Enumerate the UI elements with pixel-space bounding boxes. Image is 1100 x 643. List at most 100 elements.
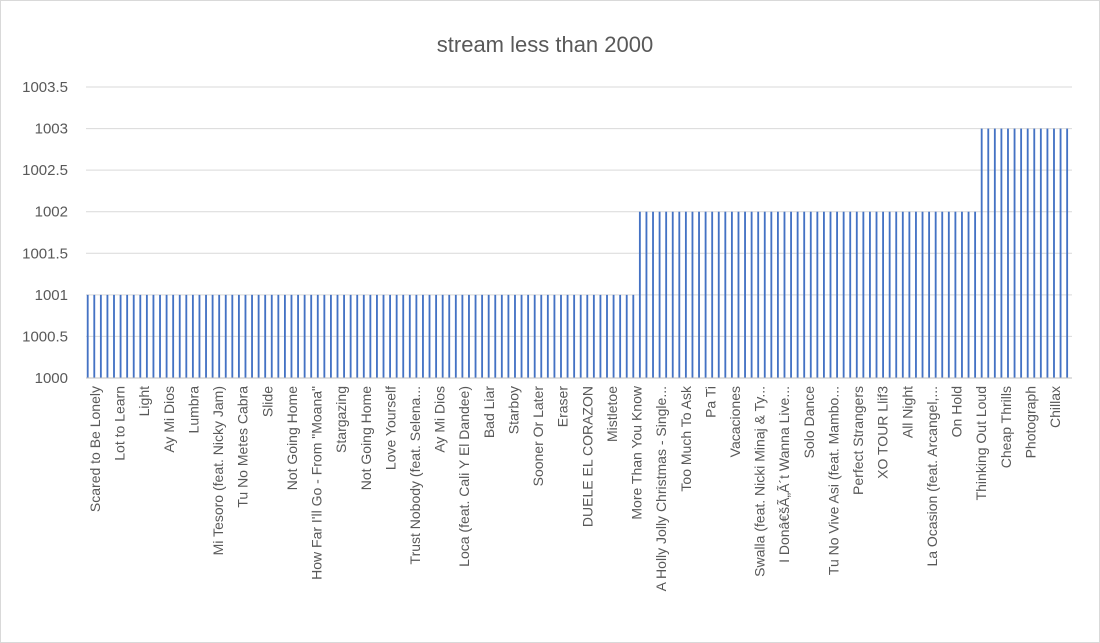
bar [974, 211, 977, 378]
y-tick-label: 1003.5 [22, 79, 68, 96]
bar [776, 211, 779, 378]
bar [599, 294, 602, 378]
x-tick-label: DUELE EL CORAZON [579, 386, 595, 527]
bar [579, 294, 582, 378]
bar [665, 211, 668, 378]
x-tick-label: Trust Nobody (feat. Selena... [407, 386, 423, 564]
x-tick-label: All Night [899, 386, 915, 438]
bar [829, 211, 832, 378]
bar [671, 211, 674, 378]
bar [1026, 128, 1029, 378]
bar [612, 294, 615, 378]
gridlines [86, 86, 1072, 379]
x-tick-label: Starboy [506, 386, 522, 434]
bar [474, 294, 477, 378]
bar [152, 294, 155, 378]
bar [277, 294, 280, 378]
y-tick-label: 1000.5 [22, 328, 68, 345]
bar [652, 211, 654, 378]
bar [454, 294, 457, 378]
bar [533, 294, 536, 378]
bar [855, 211, 858, 378]
bar [224, 294, 227, 378]
bar [1046, 128, 1049, 378]
bar [625, 294, 628, 378]
bar [468, 294, 470, 378]
bar [343, 294, 345, 378]
bar [185, 294, 188, 378]
bar [251, 294, 253, 378]
x-tick-label: Perfect Strangers [850, 386, 866, 495]
bar [744, 211, 746, 378]
bar [809, 211, 812, 378]
bar [389, 294, 391, 378]
bar [1059, 128, 1062, 378]
bar [678, 211, 681, 378]
bar [1039, 128, 1042, 378]
bar [546, 294, 549, 378]
x-tick-label: Chillax [1047, 386, 1063, 428]
bar [1066, 128, 1069, 378]
x-tick-label: A Holly Jolly Christmas - Single... [653, 386, 669, 591]
bar [1013, 128, 1016, 378]
bar [540, 294, 543, 378]
bar [1000, 128, 1003, 378]
bar [461, 294, 464, 378]
bar [796, 211, 799, 378]
bar [520, 294, 523, 378]
x-tick-label: Ay Mi Dios [432, 386, 448, 453]
bar [86, 294, 89, 378]
y-tick-label: 1000 [35, 370, 68, 387]
x-tick-label: Ay Mi Dios [161, 386, 177, 453]
x-tick-label: Stargazing [333, 386, 349, 453]
bar [619, 294, 622, 378]
bar [408, 294, 411, 378]
bar [869, 211, 871, 378]
bar [691, 211, 694, 378]
bar [244, 294, 247, 378]
bar [934, 211, 937, 378]
y-tick-label: 1002.5 [22, 162, 68, 179]
bar [566, 294, 569, 378]
x-tick-label: Not Going Home [358, 386, 374, 490]
bar [283, 294, 286, 378]
x-tick-label: Swalla (feat. Nicki Minaj & Ty... [752, 386, 768, 577]
x-tick-label: Pa Ti [702, 386, 718, 418]
bar [257, 294, 260, 378]
bar [711, 211, 714, 378]
bar [1007, 128, 1009, 378]
bar [606, 294, 608, 378]
bar [882, 211, 884, 378]
bar [967, 211, 970, 378]
bar [369, 294, 372, 378]
bar [980, 128, 983, 378]
x-tick-label: Tu No Metes Cabra [235, 386, 251, 508]
bar [947, 211, 950, 378]
x-tick-label: Lumbra [186, 386, 202, 434]
bar [724, 211, 727, 378]
bar [763, 211, 766, 378]
bar [290, 294, 293, 378]
x-tick-label: Cheap Thrills [998, 386, 1014, 468]
bar [875, 211, 878, 378]
bar [500, 294, 503, 378]
bar [836, 211, 838, 378]
bar [632, 294, 635, 378]
bar [928, 211, 931, 378]
bar [362, 294, 365, 378]
bar [428, 294, 431, 378]
x-tick-label: Loca (feat. Cali Y El Dandee) [456, 386, 472, 567]
bar [422, 294, 424, 378]
x-tick-label: La Ocasion (feat. Arcangel,... [924, 386, 940, 567]
bar [448, 294, 451, 378]
bar [730, 211, 733, 378]
bar [941, 211, 944, 378]
bar [132, 294, 135, 378]
bar [113, 294, 115, 378]
bar [592, 294, 595, 378]
bar [954, 211, 957, 378]
x-tick-label: Mi Tesoro (feat. Nicky Jam) [210, 386, 226, 555]
x-tick-label: I Donâ€šÃ„Ã´t Wanna Live... [776, 386, 792, 563]
x-tick-label: On Hold [949, 386, 965, 437]
bar [99, 294, 102, 378]
